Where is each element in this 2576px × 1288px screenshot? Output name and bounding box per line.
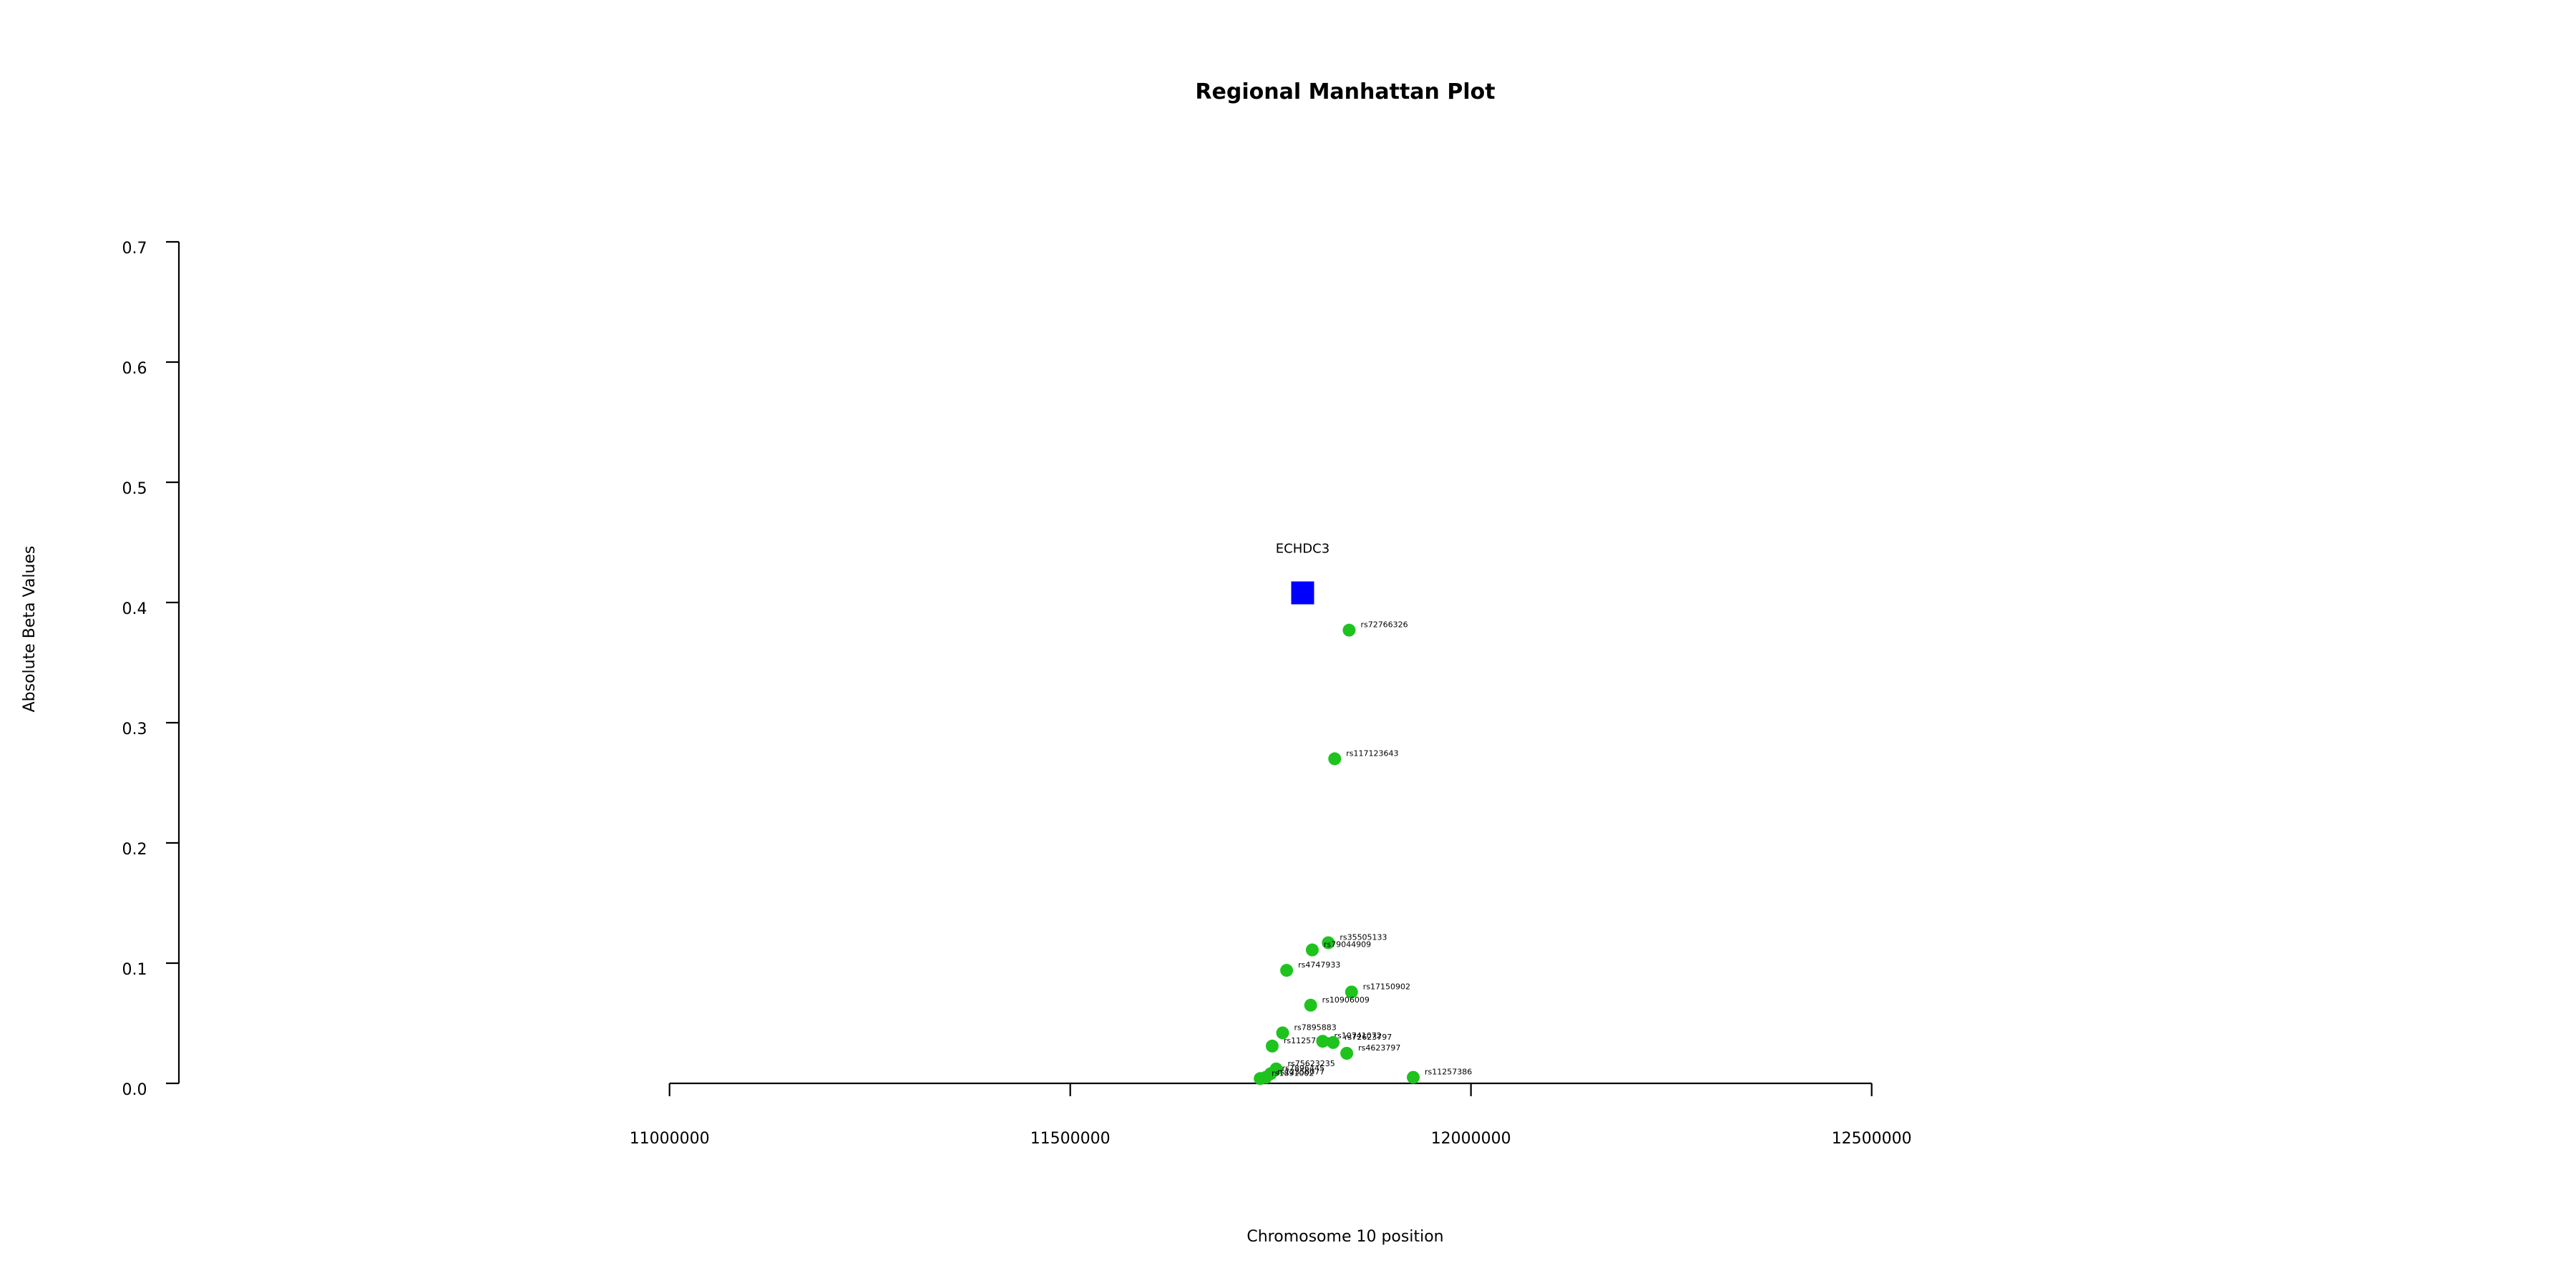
chart-title: Regional Manhattan Plot — [1195, 79, 1495, 104]
y-tick-label: 0.6 — [122, 360, 147, 378]
gene-label: ECHDC3 — [1276, 542, 1330, 557]
snp-point — [1328, 752, 1342, 766]
snp-label: rs79044909 — [1324, 940, 1371, 950]
snp-label: rs7895883 — [1294, 1023, 1336, 1032]
snp-label: rs11257386 — [1425, 1068, 1472, 1077]
x-tick-label: 11500000 — [1030, 1130, 1111, 1148]
snp-point — [1407, 1070, 1420, 1084]
x-tick-label: 12000000 — [1431, 1130, 1511, 1148]
y-tick-label: 0.2 — [122, 841, 147, 859]
snp-point — [1304, 998, 1317, 1012]
x-tick-label: 12500000 — [1832, 1130, 1912, 1148]
snp-label: rs72766326 — [1360, 620, 1407, 630]
y-tick-label: 0.3 — [122, 721, 147, 738]
snp-point — [1345, 985, 1358, 999]
snp-label: rs1891002 — [1272, 1068, 1314, 1078]
gene-marker — [1291, 581, 1314, 605]
snp-label: rs72623797 — [1345, 1033, 1392, 1042]
x-axis: 11000000 11500000 12000000 12500000 — [630, 1082, 1912, 1148]
y-axis: 0.0 0.1 0.2 0.3 0.4 0.5 0.6 0.7 — [122, 240, 180, 1099]
snp-point — [1322, 936, 1335, 950]
snp-point — [1254, 1072, 1267, 1085]
snp-label: rs7896445 — [1282, 1064, 1324, 1073]
snp-label: rs4747933 — [1298, 960, 1340, 970]
snp-label: rs35505133 — [1340, 932, 1387, 942]
x-tick-label: 11000000 — [630, 1130, 710, 1148]
y-tick-label: 0.1 — [122, 961, 147, 979]
snp-point — [1280, 964, 1294, 977]
y-tick-label: 0.5 — [122, 480, 147, 498]
snp-point — [1342, 623, 1356, 637]
y-tick-label: 0.4 — [122, 600, 147, 618]
snp-label: rs10906009 — [1322, 995, 1370, 1005]
snp-point — [1340, 1047, 1354, 1060]
snp-label: rs17150902 — [1363, 982, 1410, 991]
snp-point — [1305, 943, 1319, 957]
y-axis-label: Absolute Beta Values — [21, 546, 39, 713]
y-tick-label: 0.7 — [122, 240, 147, 258]
snp-point — [1265, 1039, 1279, 1053]
snp-point — [1276, 1026, 1289, 1040]
snp-point — [1327, 1035, 1340, 1049]
snp-label: rs10741072 — [1334, 1031, 1381, 1040]
snp-label: rs12356077 — [1277, 1068, 1324, 1077]
snp-label: rs117123643 — [1346, 748, 1398, 758]
snp-point — [1316, 1035, 1330, 1048]
snp-points: rs72766326 rs117123643 rs35505133rs7904490… — [1254, 620, 1472, 1085]
gene-marker-group: ECHDC3 — [1276, 542, 1330, 605]
snp-label: rs4623797 — [1358, 1043, 1400, 1053]
y-tick-label: 0.0 — [122, 1081, 147, 1099]
x-axis-label: Chromosome 10 position — [1246, 1228, 1443, 1246]
snp-label: rs75623235 — [1288, 1059, 1335, 1068]
